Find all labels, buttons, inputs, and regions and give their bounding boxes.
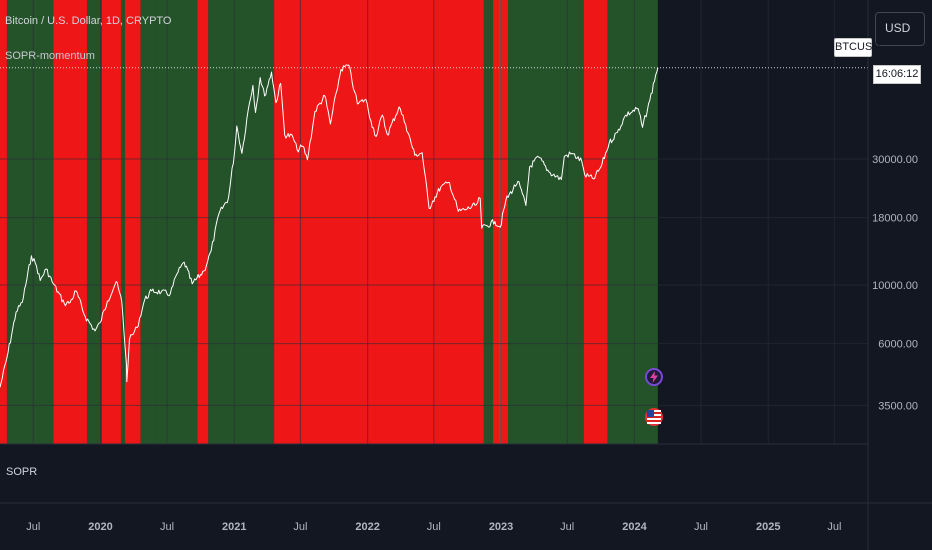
y-tick-label: 30000.00 [872,154,918,166]
price-series [0,64,868,388]
currency-button[interactable]: USD [875,12,925,46]
x-tick-label: 2020 [88,521,112,533]
band-red [274,0,484,444]
us-flag-event-icon[interactable] [645,408,663,426]
band-red [124,0,141,444]
band-red [583,0,608,444]
x-tick-label: Jul [26,521,40,533]
x-tick-label: 2021 [222,521,246,533]
y-tick-label: 3500.00 [878,400,918,412]
band-red [197,0,209,444]
y-axis-labels: 3500.00 6000.00 10000.00 18000.00 30000.00 [872,154,918,412]
x-tick-label: Jul [293,521,307,533]
y-tick-label: 6000.00 [878,339,918,351]
x-tick-label: 2022 [355,521,379,533]
grid-lines [0,0,868,444]
x-tick-label: 2025 [756,521,780,533]
btc-price-line [0,64,659,388]
band-green [508,0,584,444]
band-green [86,0,102,444]
band-green [140,0,157,444]
us-flag-glyph [647,410,661,424]
x-tick-label: Jul [160,521,174,533]
x-tick-label: 2023 [489,521,513,533]
band-red [101,0,121,444]
x-axis-labels: Jul 2020 Jul 2021 Jul 2022 Jul 2023 Jul 2024 Jul 20… [26,521,841,533]
y-tick-label: 10000.00 [872,280,918,292]
signal-bands [0,0,658,444]
band-green [483,0,494,444]
sopr-pane-label[interactable]: SOPR [6,466,38,478]
lightning-glyph [650,371,658,383]
x-tick-label: Jul [694,521,708,533]
x-tick-label: Jul [560,521,574,533]
x-tick-label: 2024 [622,521,647,533]
band-green [156,0,198,444]
x-tick-label: Jul [827,521,841,533]
indicator-legend[interactable]: SOPR-momentum [5,50,95,62]
x-tick-label: Jul [427,521,441,533]
band-red [0,0,7,444]
band-green [208,0,275,444]
symbol-legend[interactable]: Bitcoin / U.S. Dollar, 1D, CRYPTO [5,15,172,27]
y-tick-label: 18000.00 [872,213,918,225]
symbol-price-tag: BTCUSD [834,38,880,57]
band-green [120,0,125,444]
lightning-event-icon[interactable] [645,368,663,386]
band-red [53,0,87,444]
band-green [6,0,54,444]
countdown-tag: 16:06:12 [873,65,921,84]
